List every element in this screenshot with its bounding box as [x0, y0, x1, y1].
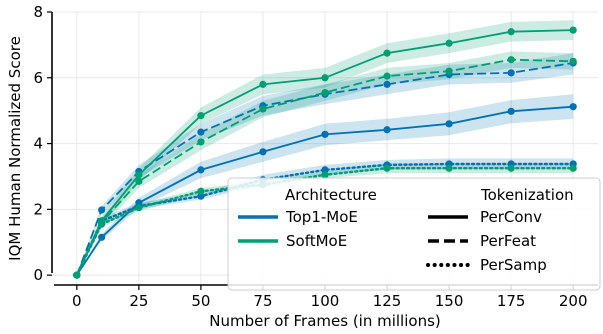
tick-labels: 0 25 50 75 100 125 150 175 200 0 2 4 6 8	[33, 3, 587, 310]
data-point-softmoe-perfeat	[445, 67, 453, 75]
data-point-softmoe-perconv	[507, 28, 515, 36]
data-point-top1-moe-perconv	[383, 126, 391, 134]
data-point-softmoe-persamp	[197, 187, 205, 195]
legend-label-top1-moe: Top1-MoE	[285, 208, 358, 226]
data-point-softmoe-persamp	[507, 164, 515, 172]
y-tick-label: 0	[33, 266, 43, 284]
series-line-softmoe-perconv	[75, 29, 574, 276]
legend-box	[227, 177, 601, 291]
x-tick-label: 50	[191, 292, 210, 310]
x-tick-label: 150	[435, 292, 464, 310]
legend-architecture-title: Architecture	[285, 186, 377, 204]
y-tick-label: 6	[33, 69, 43, 87]
data-point-softmoe-perfeat	[259, 105, 267, 113]
x-tick-label: 100	[311, 292, 340, 310]
data-point-softmoe-perconv	[445, 39, 453, 47]
series-lines	[73, 26, 577, 279]
data-point-top1-moe-perfeat	[383, 80, 391, 88]
data-point-top1-moe-perfeat	[197, 128, 205, 136]
legend: Architecture Tokenization Top1-MoE SoftMo…	[227, 177, 601, 291]
data-point-softmoe-persamp	[321, 171, 329, 179]
data-point-softmoe-perconv	[135, 171, 143, 179]
data-point-softmoe-persamp	[135, 204, 143, 212]
x-axis-label: Number of Frames (in millions)	[209, 312, 441, 330]
legend-label-perconv: PerConv	[480, 208, 542, 226]
data-point-top1-moe-perconv	[445, 120, 453, 128]
data-point-top1-moe-perconv	[98, 233, 106, 241]
data-point-softmoe-persamp	[73, 271, 81, 279]
series-line-top1-moe-persamp	[75, 162, 575, 277]
x-tick-label: 25	[129, 292, 148, 310]
data-point-top1-moe-persamp	[197, 192, 205, 200]
x-tick-label: 75	[253, 292, 272, 310]
data-point-top1-moe-perconv	[259, 148, 267, 156]
data-point-top1-moe-perconv	[507, 107, 515, 115]
band-softmoe-perconv	[76, 20, 574, 276]
data-point-softmoe-persamp	[383, 164, 391, 172]
data-point-top1-moe-persamp	[321, 166, 329, 174]
data-point-softmoe-perfeat	[383, 72, 391, 80]
legend-label-perfeat: PerFeat	[480, 232, 536, 250]
data-point-softmoe-perconv	[321, 74, 329, 82]
data-point-top1-moe-perfeat	[98, 206, 106, 214]
data-point-softmoe-perconv	[383, 49, 391, 57]
data-point-softmoe-perconv	[259, 80, 267, 88]
x-tick-label: 125	[373, 292, 402, 310]
y-tick-label: 2	[33, 200, 43, 218]
data-point-top1-moe-perconv	[197, 166, 205, 174]
data-point-softmoe-perfeat	[507, 56, 515, 64]
band-top1-moe-perconv	[76, 94, 574, 276]
legend-label-persamp: PerSamp	[480, 256, 547, 274]
y-tick-label: 4	[33, 135, 43, 153]
x-tick-label: 0	[72, 292, 82, 310]
y-axis-label: IQM Human Normalized Score	[6, 36, 24, 261]
data-point-softmoe-perconv	[569, 26, 577, 34]
data-point-softmoe-perfeat	[569, 57, 577, 65]
data-point-top1-moe-perfeat	[507, 69, 515, 77]
data-point-softmoe-persamp	[98, 220, 106, 228]
data-point-softmoe-persamp	[569, 164, 577, 172]
y-tick-label: 8	[33, 3, 43, 21]
legend-tokenization-title: Tokenization	[480, 186, 574, 204]
data-point-top1-moe-perconv	[569, 103, 577, 111]
data-point-softmoe-perconv	[197, 112, 205, 120]
data-point-softmoe-persamp	[445, 164, 453, 172]
x-tick-label: 200	[559, 292, 588, 310]
data-point-top1-moe-perconv	[321, 130, 329, 138]
data-point-softmoe-perfeat	[197, 138, 205, 146]
x-tick-label: 175	[497, 292, 526, 310]
legend-label-softmoe: SoftMoE	[286, 232, 347, 250]
data-point-softmoe-perfeat	[321, 88, 329, 97]
data-point-softmoe-perfeat	[135, 177, 143, 185]
series-line-softmoe-perfeat	[75, 58, 574, 276]
series-line-top1-moe-perfeat	[75, 62, 574, 276]
series-line-top1-moe-perconv	[76, 105, 574, 276]
